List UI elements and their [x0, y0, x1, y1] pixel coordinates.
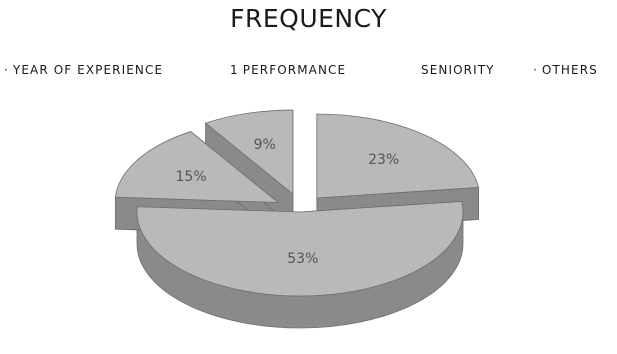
legend-marker: · — [4, 63, 9, 77]
slice-53pct-top — [136, 201, 464, 297]
pie-labels: 23% 53% 15% 9% — [176, 137, 400, 267]
legend-item-others: · OTHERS — [533, 63, 598, 77]
chart-legend: · YEAR OF EXPERIENCE 1 PERFORMANCE SENIORI… — [0, 63, 617, 81]
slice-label: 9% — [254, 137, 276, 153]
legend-label: YEAR OF EXPERIENCE — [12, 63, 164, 77]
legend-label: PERFORMANCE — [242, 63, 347, 77]
slice-23pct-top — [316, 113, 480, 199]
legend-item-performance: 1 PERFORMANCE — [230, 63, 346, 77]
pie-tops — [114, 109, 480, 297]
slice-label: 53% — [287, 251, 318, 267]
slice-label: 23% — [368, 152, 399, 168]
legend-item-year-of-experience: · YEAR OF EXPERIENCE — [4, 63, 163, 77]
slice-label: 15% — [176, 169, 207, 185]
legend-label: OTHERS — [541, 63, 598, 77]
slice-15pct-top — [114, 131, 280, 203]
legend-item-seniority: SENIORITY — [417, 63, 495, 77]
legend-marker: 1 — [230, 63, 239, 77]
slice-9pct-top — [204, 109, 294, 195]
legend-label: SENIORITY — [421, 63, 495, 77]
chart-title: FREQUENCY — [230, 4, 387, 33]
legend-marker: · — [533, 63, 538, 77]
